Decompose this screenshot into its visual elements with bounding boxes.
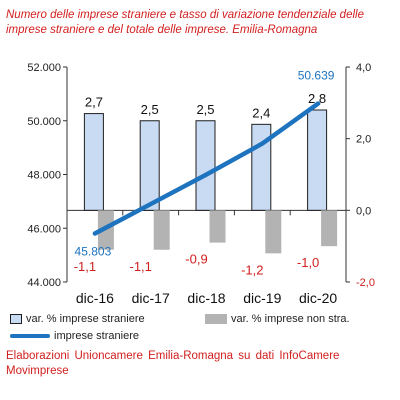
category-label: dic-19 bbox=[243, 290, 281, 306]
bar-stranieri bbox=[139, 120, 160, 211]
legend-item-stranieri: var. % imprese straniere bbox=[10, 313, 145, 325]
bar-stranieri-value-label: 2,5 bbox=[196, 102, 214, 117]
legend-label-stranieri: var. % imprese straniere bbox=[26, 313, 145, 325]
legend-label-line: imprese straniere bbox=[54, 330, 139, 342]
right-tick-label: -2,0 bbox=[356, 277, 375, 289]
category-label: dic-16 bbox=[76, 290, 114, 306]
left-tick-label: 50.000 bbox=[27, 116, 61, 128]
bar-non-stranieri bbox=[321, 210, 338, 247]
left-tick-label: 46.000 bbox=[27, 223, 61, 235]
bar-stranieri-value-label: 2,5 bbox=[141, 102, 159, 117]
bar-non-stranieri-value-label: -0,9 bbox=[185, 252, 207, 267]
bar-non-stranieri-value-label: -1,1 bbox=[129, 259, 151, 274]
bar-stranieri bbox=[83, 113, 104, 211]
bar-non-stranieri-value-label: -1,0 bbox=[297, 255, 319, 270]
bar-non-stranieri-value-label: -1,1 bbox=[74, 259, 96, 274]
legend-swatch-line bbox=[10, 334, 50, 338]
line-value-label: 45.803 bbox=[75, 245, 112, 259]
bar-non-stranieri-value-label: -1,2 bbox=[241, 262, 263, 277]
right-tick-label: 2,0 bbox=[356, 134, 371, 146]
legend-item-line: imprese straniere bbox=[10, 330, 139, 342]
bar-stranieri bbox=[307, 109, 328, 211]
bar-non-stranieri bbox=[153, 210, 170, 250]
bar-stranieri-value-label: 2,8 bbox=[308, 91, 326, 106]
right-tick-label: 0,0 bbox=[356, 205, 371, 217]
bar-stranieri bbox=[195, 120, 216, 211]
right-tick-label: 4,0 bbox=[356, 62, 371, 74]
bar-non-stranieri bbox=[209, 210, 226, 243]
left-tick-label: 52.000 bbox=[27, 62, 61, 74]
category-label: dic-17 bbox=[132, 290, 170, 306]
legend-item-non-stranieri: var. % imprese non stra. bbox=[205, 313, 350, 325]
left-tick-label: 48.000 bbox=[27, 170, 61, 182]
line-imprese-straniere bbox=[92, 101, 321, 236]
legend-swatch-stranieri bbox=[10, 314, 22, 324]
bar-stranieri-value-label: 2,7 bbox=[85, 95, 103, 110]
bar-stranieri-value-label: 2,4 bbox=[252, 105, 270, 120]
left-tick-label: 44.000 bbox=[27, 277, 61, 289]
bar-non-stranieri bbox=[265, 210, 282, 254]
legend-label-non-stranieri: var. % imprese non stra. bbox=[231, 313, 350, 325]
category-label: dic-20 bbox=[299, 290, 337, 306]
chart-title: Numero delle imprese straniere e tasso d… bbox=[6, 9, 364, 36]
legend-swatch-non-stranieri bbox=[205, 314, 227, 324]
source-note: Elaborazioni Unioncamere Emilia-Romagna … bbox=[6, 350, 340, 377]
category-label: dic-18 bbox=[187, 290, 225, 306]
line-value-label: 50.639 bbox=[298, 69, 335, 83]
